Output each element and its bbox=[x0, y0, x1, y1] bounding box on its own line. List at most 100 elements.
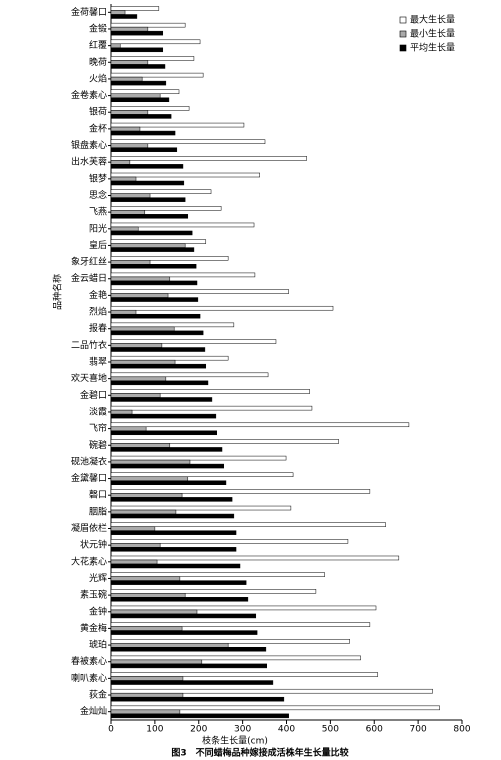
bar bbox=[110, 130, 176, 136]
bar bbox=[110, 630, 258, 635]
y-tick-label: 金艳 bbox=[89, 289, 107, 301]
y-tick-label: 金荷馨口 bbox=[71, 6, 107, 18]
x-tick-label: 600 bbox=[366, 725, 383, 735]
bar bbox=[110, 355, 229, 361]
bar bbox=[110, 713, 289, 719]
bar bbox=[110, 226, 139, 232]
bar bbox=[110, 222, 255, 228]
bar bbox=[110, 26, 149, 32]
bar bbox=[110, 156, 307, 161]
bar bbox=[110, 343, 163, 348]
bar bbox=[110, 476, 189, 481]
y-tick-label: 银盘素心 bbox=[71, 139, 107, 151]
y-tick-label: 晚荷 bbox=[89, 57, 107, 68]
bar bbox=[110, 160, 131, 165]
bar bbox=[110, 289, 289, 294]
bar bbox=[110, 260, 151, 265]
bar bbox=[110, 39, 201, 45]
bar bbox=[110, 72, 204, 78]
bar bbox=[110, 539, 349, 544]
y-tick-label: 凝眉依栏 bbox=[71, 522, 107, 534]
y-tick-label: 黄金梅 bbox=[80, 622, 107, 634]
legend-label: 最小生长量 bbox=[410, 28, 455, 40]
bar bbox=[110, 372, 269, 378]
y-tick-label: 欢天喜地 bbox=[71, 372, 107, 384]
y-tick-label: 春被素心 bbox=[71, 655, 107, 667]
bar bbox=[110, 622, 371, 627]
bar bbox=[110, 443, 171, 448]
bar bbox=[110, 247, 195, 252]
y-tick-label: 火焰 bbox=[89, 72, 107, 84]
bar bbox=[110, 180, 185, 186]
y-tick-label: 胭脂 bbox=[89, 505, 107, 517]
bar bbox=[110, 530, 237, 535]
bar bbox=[110, 206, 222, 211]
x-tick-label: 400 bbox=[278, 725, 295, 735]
bar bbox=[110, 164, 184, 169]
bar bbox=[110, 680, 274, 685]
bar bbox=[110, 543, 161, 548]
bar bbox=[110, 280, 198, 286]
bar bbox=[110, 597, 249, 602]
bar bbox=[110, 497, 233, 502]
bar bbox=[110, 696, 285, 702]
legend-label: 平均生长量 bbox=[410, 42, 455, 54]
legend-label: 最大生长量 bbox=[410, 14, 455, 26]
bar bbox=[110, 526, 156, 531]
bar bbox=[110, 293, 169, 298]
y-tick-label: 碗碧 bbox=[89, 439, 107, 451]
bar bbox=[110, 646, 267, 652]
bar bbox=[110, 347, 206, 352]
bar bbox=[110, 339, 277, 344]
y-tick-label: 金杯 bbox=[89, 122, 107, 134]
bar bbox=[110, 330, 204, 336]
bar bbox=[110, 655, 361, 661]
bar bbox=[110, 313, 201, 319]
caption: 图3 不同蜡梅品种嫁接成活株年生长量比较 bbox=[171, 747, 348, 759]
bar bbox=[110, 376, 167, 382]
y-tick-label: 飞燕 bbox=[89, 206, 107, 218]
bar bbox=[110, 480, 227, 485]
bar bbox=[110, 197, 186, 202]
bar bbox=[110, 430, 217, 436]
x-tick-label: 800 bbox=[453, 725, 470, 735]
y-tick-label: 喇叭素心 bbox=[71, 672, 107, 684]
y-tick-label: 金钟 bbox=[89, 605, 107, 617]
bar bbox=[110, 397, 213, 402]
bar bbox=[110, 642, 229, 648]
bar bbox=[110, 193, 151, 198]
y-tick-label: 银荷 bbox=[89, 106, 107, 118]
bar bbox=[110, 10, 126, 15]
bar bbox=[110, 663, 268, 669]
bar bbox=[110, 76, 143, 82]
x-tick-label: 0 bbox=[108, 725, 114, 735]
bar bbox=[110, 214, 189, 219]
bar bbox=[110, 60, 149, 65]
bar bbox=[110, 43, 121, 49]
legend-swatch bbox=[399, 30, 407, 38]
bar bbox=[110, 688, 433, 694]
y-tick-label: 烈焰 bbox=[89, 306, 107, 318]
bar bbox=[110, 297, 199, 302]
bar bbox=[110, 139, 266, 144]
bar bbox=[110, 380, 209, 386]
bar bbox=[110, 309, 137, 315]
x-axis-label: 枝条生长量(cm) bbox=[202, 735, 268, 747]
bar bbox=[110, 547, 237, 552]
y-tick-label: 飞帘 bbox=[89, 422, 107, 434]
bar bbox=[110, 493, 183, 498]
bar bbox=[110, 413, 217, 419]
bar bbox=[110, 56, 195, 61]
bar bbox=[110, 509, 177, 515]
y-tick-label: 报春 bbox=[89, 322, 107, 334]
bar bbox=[110, 705, 440, 711]
bar bbox=[110, 326, 175, 332]
y-tick-label: 金碧口 bbox=[80, 389, 107, 401]
bar bbox=[110, 459, 191, 465]
bar bbox=[110, 305, 334, 311]
bar bbox=[110, 22, 186, 28]
bar bbox=[110, 172, 260, 178]
y-tick-label: 思念 bbox=[89, 189, 107, 201]
y-tick-label: 素玉碗 bbox=[80, 589, 107, 601]
y-tick-label: 金黛馨口 bbox=[71, 472, 107, 484]
